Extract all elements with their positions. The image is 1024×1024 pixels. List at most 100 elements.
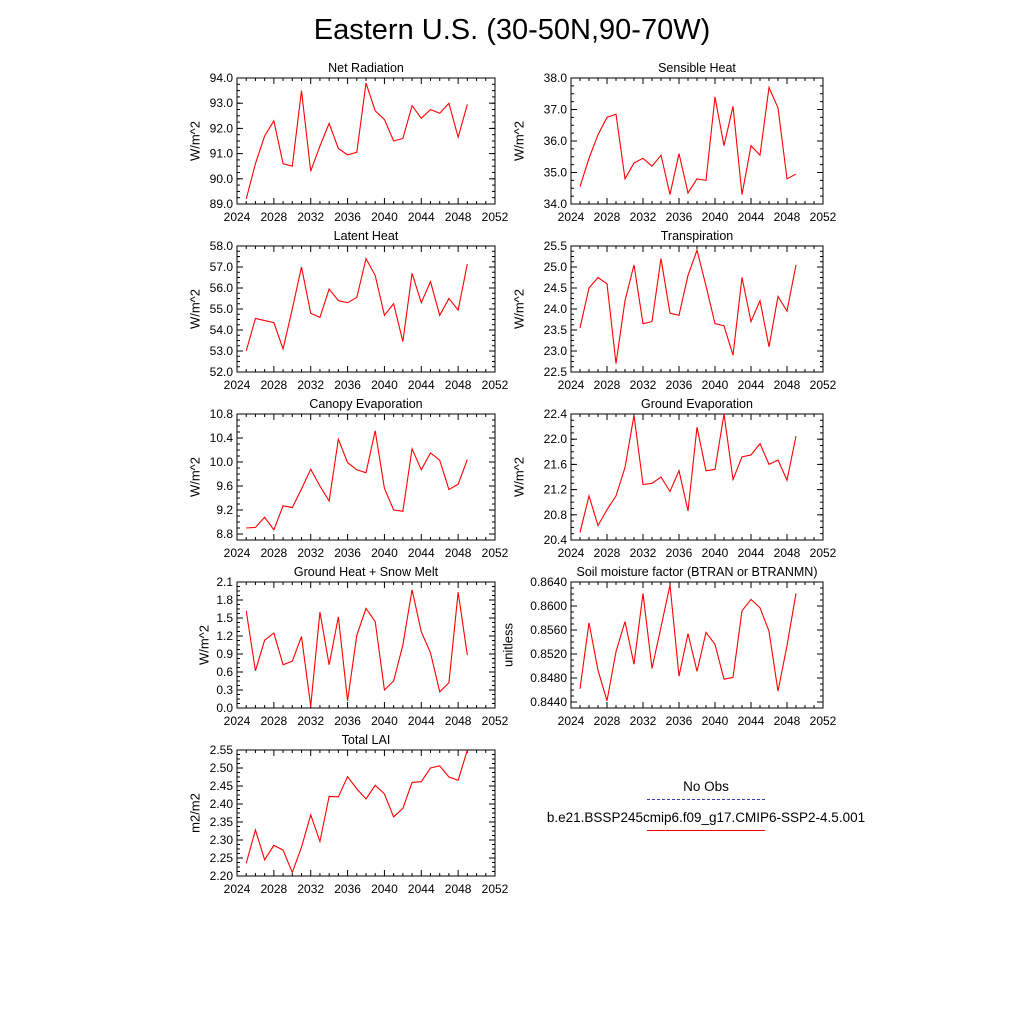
series-line [579,85,797,195]
x-tick-label: 2052 [482,714,509,728]
x-tick-label: 2048 [445,546,472,560]
y-axis-label: W/m^2 [511,456,527,498]
y-axis-label: m2/m2 [187,793,203,833]
y-tick-label: 0.8640 [530,575,567,589]
y-tick-label: 1.5 [216,611,233,625]
y-tick-label: 94.0 [210,71,234,85]
x-tick-label: 2028 [261,378,288,392]
x-tick-label: 2028 [261,546,288,560]
y-axis-label: unitless [500,622,516,668]
x-tick-label: 2048 [774,546,801,560]
x-tick-label: 2048 [445,210,472,224]
series-line [245,749,468,874]
x-tick-label: 2024 [558,210,585,224]
plot-frame [236,581,496,709]
y-axis-label: W/m^2 [187,456,203,498]
y-tick-label: 93.0 [210,96,234,110]
x-tick-label: 2024 [224,714,251,728]
x-tick-label: 2052 [810,378,837,392]
x-tick-label: 2036 [334,882,361,896]
y-tick-label: 2.20 [210,869,234,883]
x-tick-label: 2036 [334,714,361,728]
y-tick-label: 24.0 [544,302,568,316]
series-line [579,413,797,533]
x-tick-label: 2024 [224,378,251,392]
y-tick-label: 36.0 [544,134,568,148]
y-tick-label: 53.0 [210,344,234,358]
plot-frame [236,245,496,373]
x-tick-label: 2040 [371,714,398,728]
x-tick-label: 2036 [334,546,361,560]
y-tick-label: 23.0 [544,344,568,358]
x-tick-label: 2024 [558,546,585,560]
x-tick-label: 2044 [408,714,435,728]
x-tick-label: 2048 [774,210,801,224]
x-tick-label: 2048 [445,882,472,896]
x-tick-label: 2052 [810,210,837,224]
x-tick-label: 2032 [297,210,324,224]
x-tick-label: 2028 [594,210,621,224]
x-tick-label: 2032 [297,378,324,392]
y-tick-label: 21.2 [544,483,568,497]
y-tick-label: 10.4 [210,431,234,445]
x-tick-label: 2048 [445,378,472,392]
y-tick-label: 2.50 [210,761,234,775]
panel-net-radiation: Net Radiation W/m^2 2024 2028 2032 2036 2040… [188,61,509,224]
x-tick-label: 2024 [224,546,251,560]
x-tick-label: 2028 [261,882,288,896]
panel-title: Ground Evaporation [641,397,753,411]
x-tick-label: 2048 [774,714,801,728]
x-tick-label: 2040 [702,714,729,728]
chart-ground-evaporation: 2024 2028 2032 2036 2040 2044 2048 2052 20.4 20.8… [544,407,837,560]
chart-transpiration: 2024 2028 2032 2036 2040 2044 2048 2052 22.5 23.0… [544,239,837,392]
x-tick-label: 2024 [224,882,251,896]
y-tick-label: 37.0 [544,103,568,117]
panel-soil-moisture-factor: Soil moisture factor (BTRAN or BTRANMN) … [501,565,837,728]
x-tick-label: 2040 [702,378,729,392]
x-tick-label: 2040 [371,546,398,560]
y-tick-label: 8.8 [216,527,233,541]
x-tick-label: 2040 [371,378,398,392]
x-tick-label: 2052 [810,546,837,560]
y-tick-label: 0.8600 [530,599,567,613]
x-tick-label: 2032 [297,714,324,728]
y-axis-label: W/m^2 [187,120,203,162]
x-tick-label: 2052 [810,714,837,728]
plot-frame [236,77,496,205]
x-tick-label: 2036 [666,546,693,560]
y-tick-label: 10.0 [210,455,234,469]
series-line [579,248,797,364]
series-line [246,430,468,531]
y-tick-label: 57.0 [210,260,234,274]
y-tick-label: 35.0 [544,166,568,180]
x-tick-label: 2044 [408,546,435,560]
panel-latent-heat: Latent Heat W/m^2 2024 2028 2032 2036 2040 20… [188,229,509,392]
y-tick-label: 10.8 [210,407,234,421]
x-tick-label: 2044 [408,378,435,392]
chart-canopy-evaporation: 2024 2028 2032 2036 2040 2044 2048 2052 8.8 9.2 9.… [210,407,509,560]
series-line [245,589,468,707]
y-axis-label: W/m^2 [196,624,212,666]
x-tick-label: 2052 [482,546,509,560]
x-tick-label: 2036 [666,714,693,728]
y-tick-label: 0.0 [216,701,233,715]
y-tick-label: 22.0 [544,432,568,446]
panel-sensible-heat: Sensible Heat W/m^2 2024 2028 2032 2036 2040… [512,61,837,224]
panel-ground-heat-snow-melt: Ground Heat + Snow Melt W/m^2 2024 2028 20… [197,565,509,728]
y-tick-label: 34.0 [544,197,568,211]
y-axis-label: W/m^2 [511,120,527,162]
x-tick-label: 2040 [371,882,398,896]
y-tick-label: 0.3 [216,683,233,697]
chart-net-radiation: 2024 2028 2032 2036 2040 2044 2048 2052 89.0 90.0… [210,71,509,224]
y-tick-label: 2.35 [210,815,234,829]
chart-soil-moisture-factor: 2024 2028 2032 2036 2040 2044 2048 2052 0.8440 0.… [530,575,836,728]
panel-title: Canopy Evaporation [309,397,423,411]
y-tick-label: 92.0 [210,121,234,135]
legend-line-obs [647,799,765,800]
y-tick-label: 56.0 [210,281,234,295]
legend-label-obs: No Obs [683,779,729,794]
chart-total-lai: 2024 2028 2032 2036 2040 2044 2048 2052 2.20 2.25… [210,743,509,896]
panel-transpiration: Transpiration W/m^2 2024 2028 2032 2036 2040… [512,229,837,392]
legend: No Obs b.e21.BSSP245cmip6.f09_g17.CMIP6-… [536,778,876,840]
y-tick-label: 0.8440 [530,695,567,709]
